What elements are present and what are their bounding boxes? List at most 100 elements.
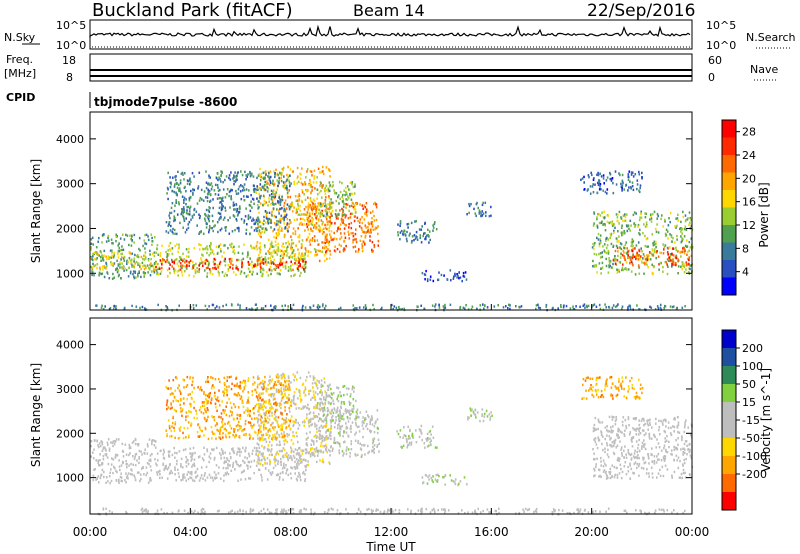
range-gate-cell bbox=[593, 265, 596, 268]
range-gate-cell bbox=[233, 252, 236, 255]
range-gate-cell bbox=[303, 424, 305, 427]
range-gate-cell bbox=[183, 199, 185, 202]
range-gate-cell bbox=[686, 253, 688, 256]
range-gate-cell bbox=[207, 266, 209, 269]
range-gate-cell bbox=[204, 219, 207, 222]
range-gate-cell bbox=[592, 242, 594, 246]
range-gate-cell bbox=[361, 228, 363, 231]
range-gate-cell bbox=[268, 194, 271, 197]
range-gate-cell bbox=[267, 449, 270, 452]
range-gate-cell bbox=[670, 258, 672, 262]
range-gate-cell bbox=[297, 248, 299, 251]
range-gate-cell bbox=[207, 215, 210, 218]
range-gate-cell bbox=[235, 218, 238, 221]
range-gate-cell bbox=[605, 306, 607, 309]
range-gate-cell bbox=[355, 423, 357, 427]
range-gate-cell bbox=[270, 448, 273, 451]
range-gate-cell bbox=[172, 176, 174, 179]
range-gate-cell bbox=[260, 255, 263, 259]
range-gate-cell bbox=[239, 190, 242, 193]
range-gate-cell bbox=[215, 464, 218, 467]
range-gate-cell bbox=[347, 195, 349, 198]
range-gate-cell bbox=[329, 253, 332, 256]
range-gate-cell bbox=[648, 251, 651, 254]
range-gate-cell bbox=[684, 225, 687, 228]
range-gate-cell bbox=[262, 171, 265, 175]
range-gate-cell bbox=[271, 471, 274, 475]
range-gate-cell bbox=[264, 176, 266, 179]
range-gate-cell bbox=[681, 261, 683, 264]
range-gate-cell bbox=[399, 224, 401, 228]
range-gate-cell bbox=[643, 272, 645, 275]
range-gate-cell bbox=[324, 425, 327, 428]
range-gate-cell bbox=[684, 305, 686, 308]
range-gate-cell bbox=[247, 214, 250, 217]
range-gate-cell bbox=[320, 424, 323, 428]
range-gate-cell bbox=[209, 452, 212, 455]
range-gate-cell bbox=[115, 268, 117, 271]
range-gate-cell bbox=[107, 480, 109, 483]
range-gate-cell bbox=[594, 183, 596, 186]
range-gate-cell bbox=[92, 262, 94, 266]
range-gate-cell bbox=[502, 306, 505, 309]
range-gate-cell bbox=[169, 186, 172, 189]
range-gate-cell bbox=[614, 255, 616, 258]
range-gate-cell bbox=[290, 381, 292, 384]
range-gate-cell bbox=[193, 458, 196, 461]
nave-tick-bottom: 0 bbox=[708, 71, 715, 84]
range-gate-cell bbox=[229, 257, 232, 261]
range-gate-cell bbox=[278, 261, 281, 265]
range-gate-cell bbox=[220, 208, 223, 212]
range-gate-cell bbox=[177, 274, 179, 277]
range-gate-cell bbox=[260, 307, 263, 310]
range-gate-cell bbox=[361, 216, 363, 219]
range-gate-cell bbox=[314, 398, 317, 401]
range-gate-cell bbox=[274, 195, 276, 199]
range-gate-cell bbox=[166, 401, 168, 404]
range-gate-cell bbox=[348, 209, 350, 213]
range-gate-cell bbox=[628, 304, 630, 308]
range-gate-cell bbox=[208, 268, 211, 271]
colorbar-tick-label: 8 bbox=[742, 242, 749, 255]
range-gate-cell bbox=[685, 264, 688, 267]
range-gate-cell bbox=[185, 455, 187, 459]
range-gate-cell bbox=[262, 464, 264, 467]
range-gate-cell bbox=[244, 419, 247, 423]
range-gate-cell bbox=[247, 396, 250, 399]
range-gate-cell bbox=[182, 206, 185, 209]
nsearch-label: N.Search bbox=[746, 31, 796, 44]
range-gate-cell bbox=[231, 189, 233, 192]
range-gate-cell bbox=[671, 240, 673, 243]
range-gate-cell bbox=[293, 206, 295, 209]
range-gate-cell bbox=[674, 241, 676, 244]
range-gate-cell bbox=[156, 464, 158, 467]
range-gate-cell bbox=[354, 453, 356, 456]
range-gate-cell bbox=[278, 182, 280, 185]
range-gate-cell bbox=[260, 267, 262, 270]
range-gate-cell bbox=[306, 225, 309, 228]
range-gate-cell bbox=[191, 216, 194, 219]
range-gate-cell bbox=[230, 197, 232, 200]
range-gate-cell bbox=[631, 181, 634, 184]
range-gate-cell bbox=[287, 175, 290, 179]
range-gate-cell bbox=[130, 260, 132, 264]
colorbar-tick-label: 20 bbox=[742, 172, 756, 185]
range-gate-cell bbox=[605, 239, 607, 242]
range-gate-cell bbox=[317, 228, 320, 231]
range-gate-cell bbox=[115, 438, 118, 441]
range-gate-cell bbox=[294, 273, 296, 276]
range-gate-cell bbox=[117, 256, 120, 259]
range-gate-cell bbox=[233, 203, 235, 207]
range-gate-cell bbox=[242, 186, 245, 189]
range-gate-cell bbox=[219, 248, 222, 251]
range-gate-cell bbox=[591, 185, 594, 188]
range-gate-cell bbox=[343, 418, 345, 421]
range-gate-cell bbox=[270, 240, 273, 243]
range-gate-cell bbox=[273, 417, 276, 420]
range-gate-cell bbox=[191, 397, 193, 401]
range-gate-cell bbox=[325, 443, 327, 447]
range-gate-cell bbox=[111, 262, 114, 265]
range-gate-cell bbox=[403, 229, 406, 232]
range-gate-cell bbox=[345, 411, 348, 414]
range-gate-cell bbox=[280, 258, 283, 261]
